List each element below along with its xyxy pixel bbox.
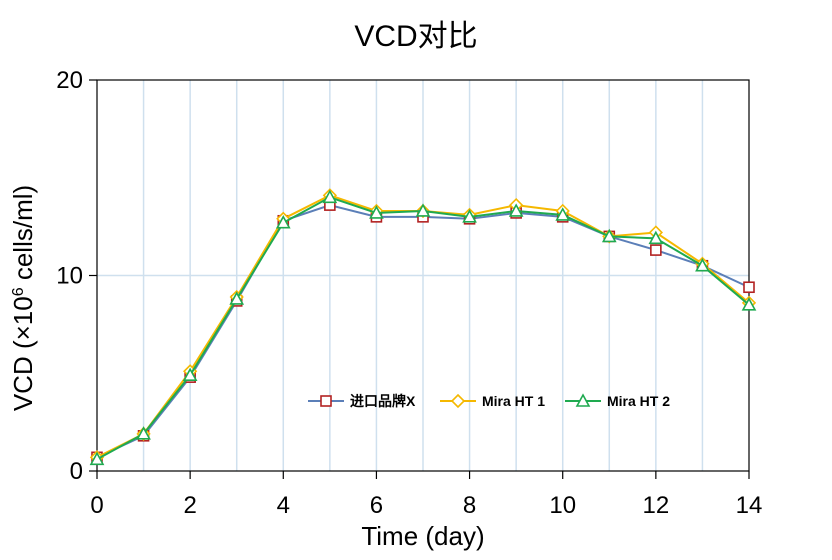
series-2-point-13	[695, 258, 710, 272]
series-2-point-4	[275, 215, 291, 229]
x-tick-label-12: 12	[643, 492, 670, 519]
grid-lines	[97, 80, 749, 471]
legend-label-2: Mira HT 2	[607, 393, 670, 409]
series-2	[89, 189, 757, 466]
x-tick-label-6: 6	[370, 492, 383, 519]
series-2-point-0	[89, 451, 105, 466]
y-axis-label-superscript: 6	[10, 287, 27, 296]
x-tick-label-10: 10	[549, 492, 576, 519]
x-tick-label-0: 0	[90, 492, 103, 519]
series-2-point-6	[369, 205, 384, 219]
y-axis-label-suffix: cells/ml)	[8, 185, 38, 288]
y-tick-label-0: 0	[70, 458, 83, 485]
x-tick-label-4: 4	[277, 492, 290, 519]
series-2-point-10	[555, 207, 571, 221]
series-2-point-3	[229, 291, 245, 305]
series-2-point-5	[322, 189, 338, 204]
y-axis-label: VCD (×106 cells/ml)	[8, 185, 38, 411]
series-2-point-8	[462, 209, 477, 223]
x-axis-label: Time (day)	[361, 521, 484, 551]
y-tick-label-10: 10	[56, 263, 83, 290]
legend-label-1: Mira HT 1	[482, 393, 545, 409]
series-0-point-12	[650, 244, 662, 256]
y-tick-label-20: 20	[56, 67, 83, 94]
series-2-point-1	[136, 426, 151, 440]
axis-ticks: 0 2 4 6 8 10 12 14 0 10 20	[56, 67, 762, 519]
legend-marker-2	[575, 393, 591, 407]
series-2-point-14	[741, 297, 757, 311]
legend-marker-0	[320, 395, 332, 407]
series-0-point-14	[743, 281, 755, 294]
legend: 进口品牌X Mira HT 1 Mira HT 2	[308, 393, 670, 409]
y-axis-label-prefix: VCD (×10	[8, 296, 38, 411]
series-group	[89, 188, 757, 466]
series-2-point-11	[601, 228, 617, 243]
x-tick-label-14: 14	[736, 492, 763, 519]
series-2-point-2	[182, 367, 198, 382]
x-tick-label-8: 8	[463, 492, 476, 519]
x-tick-label-2: 2	[183, 492, 196, 519]
series-2-point-9	[508, 203, 524, 217]
series-2-point-7	[415, 203, 431, 217]
legend-label-0: 进口品牌X	[350, 393, 416, 409]
series-2-point-12	[648, 230, 664, 245]
legend-marker-1	[450, 393, 466, 409]
chart-title: VCD对比	[354, 20, 477, 53]
